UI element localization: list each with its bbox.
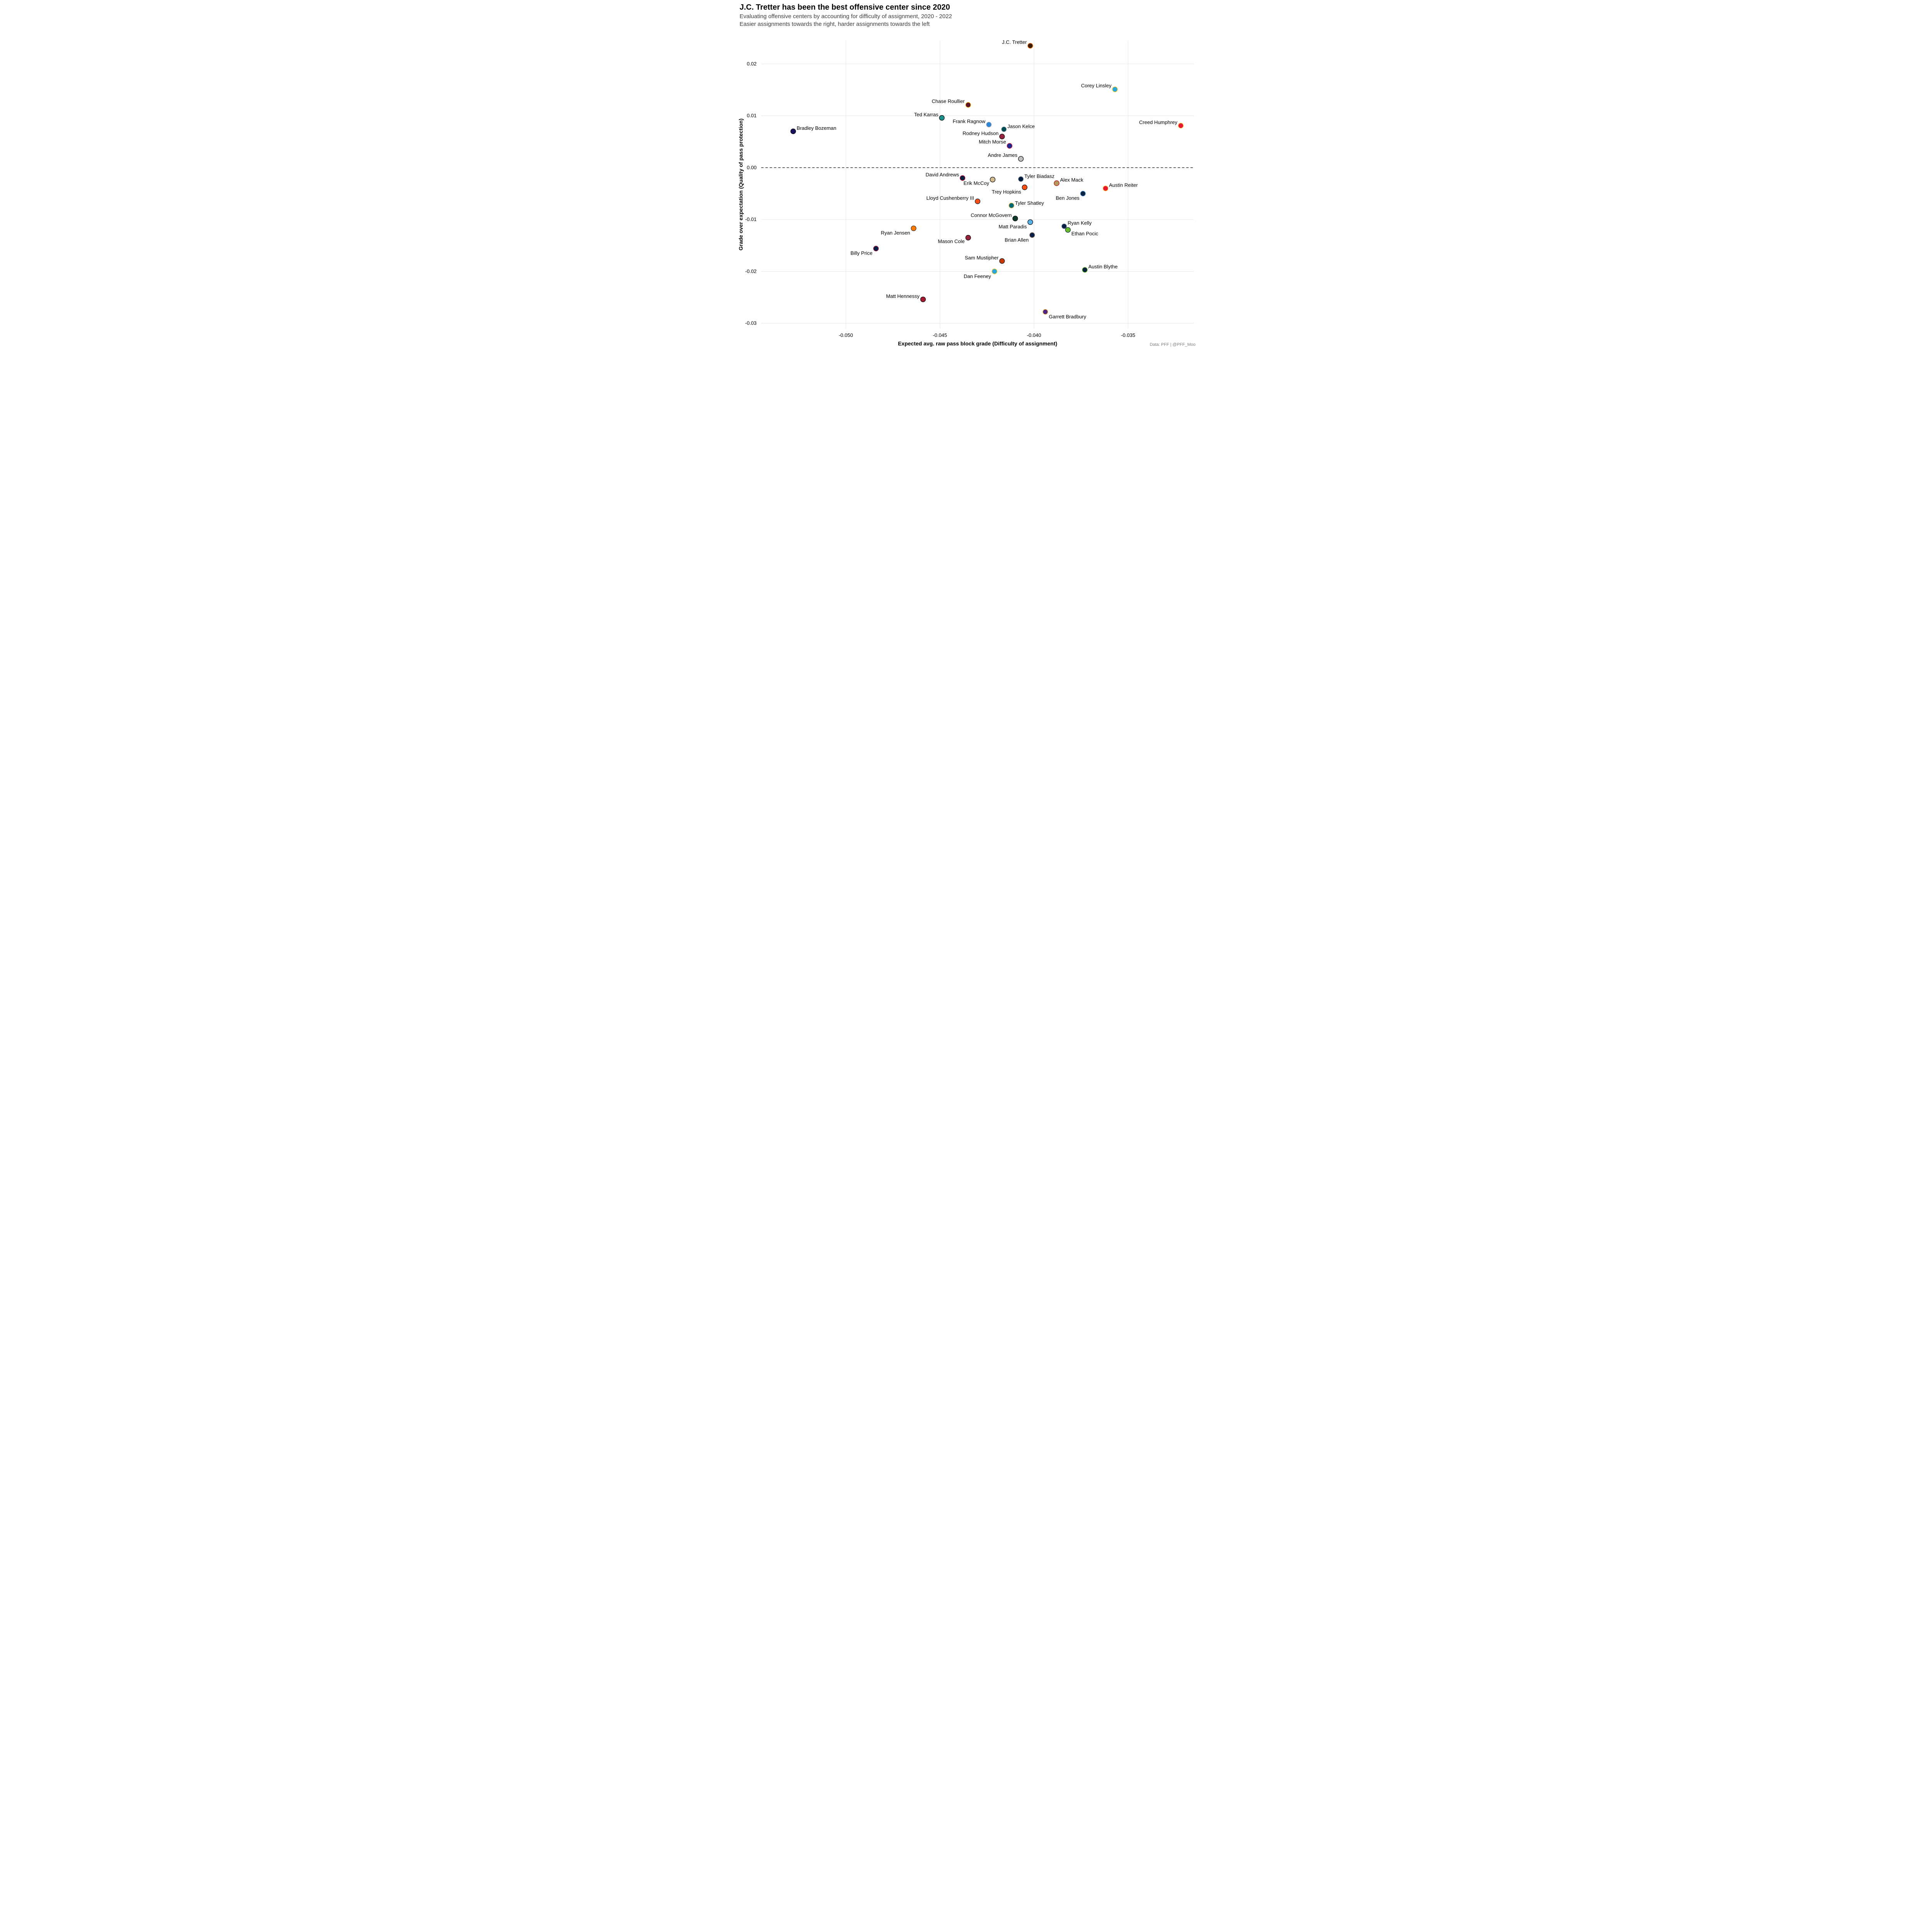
chart-subtitle-1: Evaluating offensive centers by accounti… bbox=[740, 13, 952, 20]
chart-subtitle-2: Easier assignments towards the right, ha… bbox=[740, 21, 930, 27]
data-point bbox=[1178, 123, 1183, 128]
data-point bbox=[986, 122, 992, 127]
data-point bbox=[1000, 259, 1005, 264]
data-point bbox=[1080, 191, 1085, 196]
data-point-label: Andre James bbox=[988, 152, 1017, 158]
data-point-label: Ethan Pocic bbox=[1071, 231, 1099, 236]
data-point bbox=[992, 269, 997, 274]
data-point bbox=[939, 116, 944, 121]
data-point-label: Ted Karras bbox=[914, 112, 939, 117]
data-point bbox=[920, 297, 925, 302]
data-point bbox=[1022, 185, 1027, 190]
data-point bbox=[1000, 134, 1005, 139]
data-point bbox=[1043, 310, 1048, 315]
data-point bbox=[1019, 177, 1024, 182]
data-point-label: Corey Linsley bbox=[1081, 83, 1112, 88]
data-point-label: Austin Blythe bbox=[1088, 264, 1118, 269]
data-point-label: Ryan Kelly bbox=[1068, 220, 1092, 226]
data-point bbox=[1062, 224, 1067, 229]
data-point bbox=[975, 199, 980, 204]
data-point bbox=[1065, 227, 1070, 232]
data-point-label: Brian Allen bbox=[1005, 237, 1029, 243]
data-point-label: Billy Price bbox=[850, 250, 872, 256]
data-point-label: Connor McGovern bbox=[971, 212, 1012, 218]
data-point bbox=[1009, 203, 1014, 208]
svg-text:-0.03: -0.03 bbox=[745, 320, 757, 326]
data-point-label: Lloyd Cushenberry III bbox=[926, 195, 974, 201]
svg-text:0.02: 0.02 bbox=[747, 61, 757, 66]
data-point-label: J.C. Tretter bbox=[1002, 39, 1027, 45]
data-point bbox=[874, 246, 879, 251]
data-point-label: Garrett Bradbury bbox=[1049, 314, 1086, 320]
data-point bbox=[791, 129, 796, 134]
data-point bbox=[1019, 156, 1024, 162]
data-point-label: Jason Kelce bbox=[1007, 124, 1035, 129]
data-point-label: David Andrews bbox=[925, 172, 959, 178]
data-point bbox=[960, 175, 965, 180]
svg-text:-0.01: -0.01 bbox=[745, 216, 757, 222]
y-axis-label: Grade over expectation (Quality of pass … bbox=[738, 119, 744, 251]
data-point bbox=[1007, 143, 1012, 148]
data-point bbox=[1103, 186, 1108, 191]
data-point-label: Ryan Jensen bbox=[881, 230, 910, 236]
svg-text:-0.040: -0.040 bbox=[1027, 332, 1041, 338]
data-point-label: Austin Reiter bbox=[1109, 182, 1138, 188]
data-point bbox=[1082, 267, 1087, 272]
data-point-label: Matt Paradis bbox=[998, 224, 1027, 230]
chart-title: J.C. Tretter has been the best offensive… bbox=[740, 3, 950, 12]
svg-text:0.01: 0.01 bbox=[747, 113, 757, 119]
svg-text:-0.045: -0.045 bbox=[933, 332, 947, 338]
data-point bbox=[1028, 219, 1033, 224]
scatter-plot: -0.050 -0.045 -0.040 -0.035 -0.03 -0.02 -0.01 0… bbox=[734, 0, 1198, 348]
data-point-label: Creed Humphrey bbox=[1139, 119, 1177, 125]
data-point bbox=[1112, 87, 1117, 92]
data-point-label: Trey Hopkins bbox=[992, 189, 1022, 195]
data-point-label: Frank Ragnow bbox=[953, 118, 986, 124]
svg-text:-0.050: -0.050 bbox=[839, 332, 853, 338]
data-point bbox=[966, 235, 971, 240]
data-point-label: Chase Roullier bbox=[932, 98, 965, 104]
data-point-label: Matt Hennessy bbox=[886, 293, 920, 299]
data-point bbox=[1028, 43, 1033, 48]
svg-text:-0.02: -0.02 bbox=[745, 268, 757, 274]
svg-text:0.00: 0.00 bbox=[747, 165, 757, 170]
data-point-label: Dan Feeney bbox=[964, 273, 991, 279]
data-point bbox=[966, 102, 971, 107]
data-credit: Data: PFF | @PFF_Moo bbox=[1150, 342, 1196, 347]
data-point-label: Ben Jones bbox=[1056, 195, 1080, 201]
data-point-label: Bradley Bozeman bbox=[797, 125, 837, 131]
data-point-label: Erik McCoy bbox=[964, 180, 990, 186]
data-point bbox=[990, 177, 995, 182]
data-point bbox=[1002, 127, 1007, 132]
data-point-label: Sam Mustipher bbox=[965, 255, 999, 260]
chart-container: J.C. Tretter has been the best offensive… bbox=[734, 0, 1198, 348]
data-point-label: Alex Mack bbox=[1060, 177, 1083, 183]
svg-text:-0.035: -0.035 bbox=[1121, 332, 1135, 338]
data-point bbox=[1030, 233, 1035, 238]
data-point-label: Tyler Shatley bbox=[1015, 200, 1044, 206]
data-point bbox=[1013, 216, 1018, 221]
data-point-label: Mason Cole bbox=[938, 238, 964, 244]
data-point bbox=[911, 226, 916, 231]
data-point bbox=[1054, 181, 1059, 186]
data-point-label: Tyler Biadasz bbox=[1024, 173, 1054, 179]
x-axis-label: Expected avg. raw pass block grade (Diff… bbox=[898, 340, 1057, 347]
data-point-label: Rodney Hudson bbox=[963, 130, 998, 136]
data-point-label: Mitch Morse bbox=[979, 139, 1006, 145]
